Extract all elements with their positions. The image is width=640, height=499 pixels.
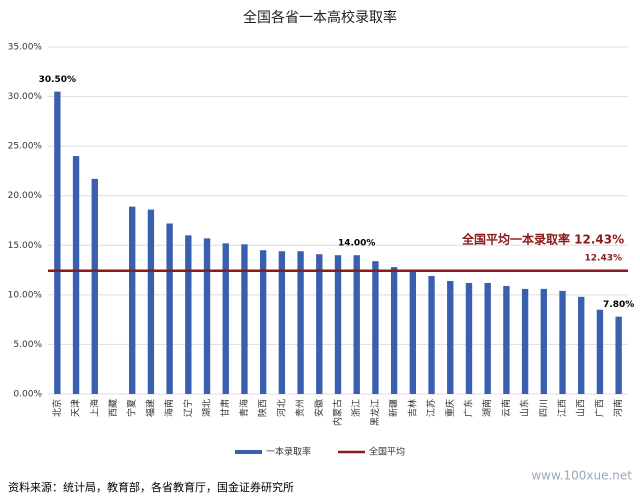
x-tick-label: 云南 bbox=[500, 399, 512, 417]
x-tick-label: 重庆 bbox=[444, 399, 456, 417]
bar bbox=[334, 255, 342, 394]
bar bbox=[615, 316, 622, 394]
x-tick-label: 广东 bbox=[462, 399, 474, 417]
x-tick-label: 福建 bbox=[144, 399, 156, 417]
watermark: www.100xue.net bbox=[531, 469, 632, 483]
bar bbox=[185, 235, 192, 394]
x-tick-label: 北京 bbox=[51, 399, 63, 417]
x-tick-label: 上海 bbox=[88, 399, 100, 417]
bar bbox=[203, 238, 211, 394]
y-tick-label: 25.00% bbox=[8, 142, 43, 152]
y-tick-label: 15.00% bbox=[8, 241, 43, 251]
bar bbox=[129, 206, 136, 394]
chart-title: 全国各省一本高校录取率 bbox=[243, 9, 397, 26]
x-tick-label: 辽宁 bbox=[182, 399, 194, 417]
x-tick-label: 河北 bbox=[275, 399, 287, 417]
x-tick-label: 山西 bbox=[576, 399, 587, 417]
bar bbox=[91, 178, 98, 394]
y-tick-label: 35.00% bbox=[8, 43, 43, 53]
bar bbox=[465, 282, 473, 394]
bar bbox=[428, 276, 435, 394]
bar bbox=[447, 280, 454, 394]
bar bbox=[297, 251, 304, 394]
bar bbox=[540, 288, 547, 394]
bar bbox=[372, 261, 379, 394]
bar bbox=[147, 209, 155, 394]
y-tick-label: 30.00% bbox=[8, 92, 43, 102]
x-tick-label: 天津 bbox=[71, 399, 82, 417]
x-tick-label: 新疆 bbox=[388, 399, 400, 417]
y-tick-label: 10.00% bbox=[8, 290, 43, 300]
y-tick-label: 5.00% bbox=[13, 340, 42, 350]
bar bbox=[521, 288, 529, 394]
x-tick-label: 青海 bbox=[238, 399, 250, 417]
legend-label: 一本录取率 bbox=[266, 446, 311, 458]
bar bbox=[54, 91, 61, 394]
x-tick-label: 安徽 bbox=[313, 399, 325, 417]
average-annotation: 全国平均一本录取率 12.43% bbox=[461, 231, 624, 246]
x-tick-label: 山东 bbox=[519, 399, 531, 417]
bar bbox=[559, 290, 566, 394]
x-tick-label: 江苏 bbox=[425, 399, 437, 417]
x-tick-label: 海南 bbox=[163, 399, 175, 417]
data-label: 30.50% bbox=[39, 75, 77, 85]
x-tick-label: 陕西 bbox=[257, 399, 269, 417]
x-tick-label: 湖北 bbox=[202, 399, 213, 417]
bar bbox=[503, 285, 510, 394]
data-label: 7.80% bbox=[603, 300, 634, 310]
data-label: 14.00% bbox=[338, 239, 376, 249]
bar bbox=[222, 243, 229, 394]
x-tick-label: 西藏 bbox=[107, 399, 119, 417]
bar bbox=[353, 255, 360, 394]
bar bbox=[241, 244, 248, 394]
bar bbox=[72, 156, 80, 394]
source: 资料来源：统计局，教育部，各省教育厅，国金证券研究所 bbox=[8, 480, 294, 494]
x-tick-label: 四川 bbox=[539, 399, 549, 417]
bar bbox=[578, 296, 585, 394]
bar bbox=[278, 251, 286, 394]
bar bbox=[390, 267, 398, 394]
average-label: 12.43% bbox=[585, 253, 623, 263]
y-tick-label: 0.00% bbox=[13, 390, 42, 400]
x-tick-label: 浙江 bbox=[350, 399, 362, 417]
x-tick-label: 宁夏 bbox=[126, 399, 138, 417]
x-tick-label: 江西 bbox=[557, 399, 568, 417]
bar bbox=[409, 271, 417, 394]
bar bbox=[596, 309, 604, 394]
bar bbox=[166, 223, 173, 394]
x-tick-label: 河南 bbox=[612, 399, 624, 417]
x-tick-label: 甘肃 bbox=[219, 399, 231, 417]
bar bbox=[259, 250, 267, 394]
bar bbox=[316, 254, 323, 394]
x-tick-label: 内蒙古 bbox=[332, 399, 344, 426]
x-tick-label: 吉林 bbox=[406, 399, 418, 417]
y-tick-label: 20.00% bbox=[8, 191, 43, 201]
x-tick-label: 湖南 bbox=[481, 399, 493, 417]
x-tick-label: 贵州 bbox=[294, 399, 306, 417]
legend-label: 全国平均 bbox=[369, 446, 405, 458]
bar bbox=[484, 282, 491, 394]
x-tick-label: 黑龙江 bbox=[369, 399, 381, 426]
x-tick-label: 广西 bbox=[593, 399, 605, 417]
